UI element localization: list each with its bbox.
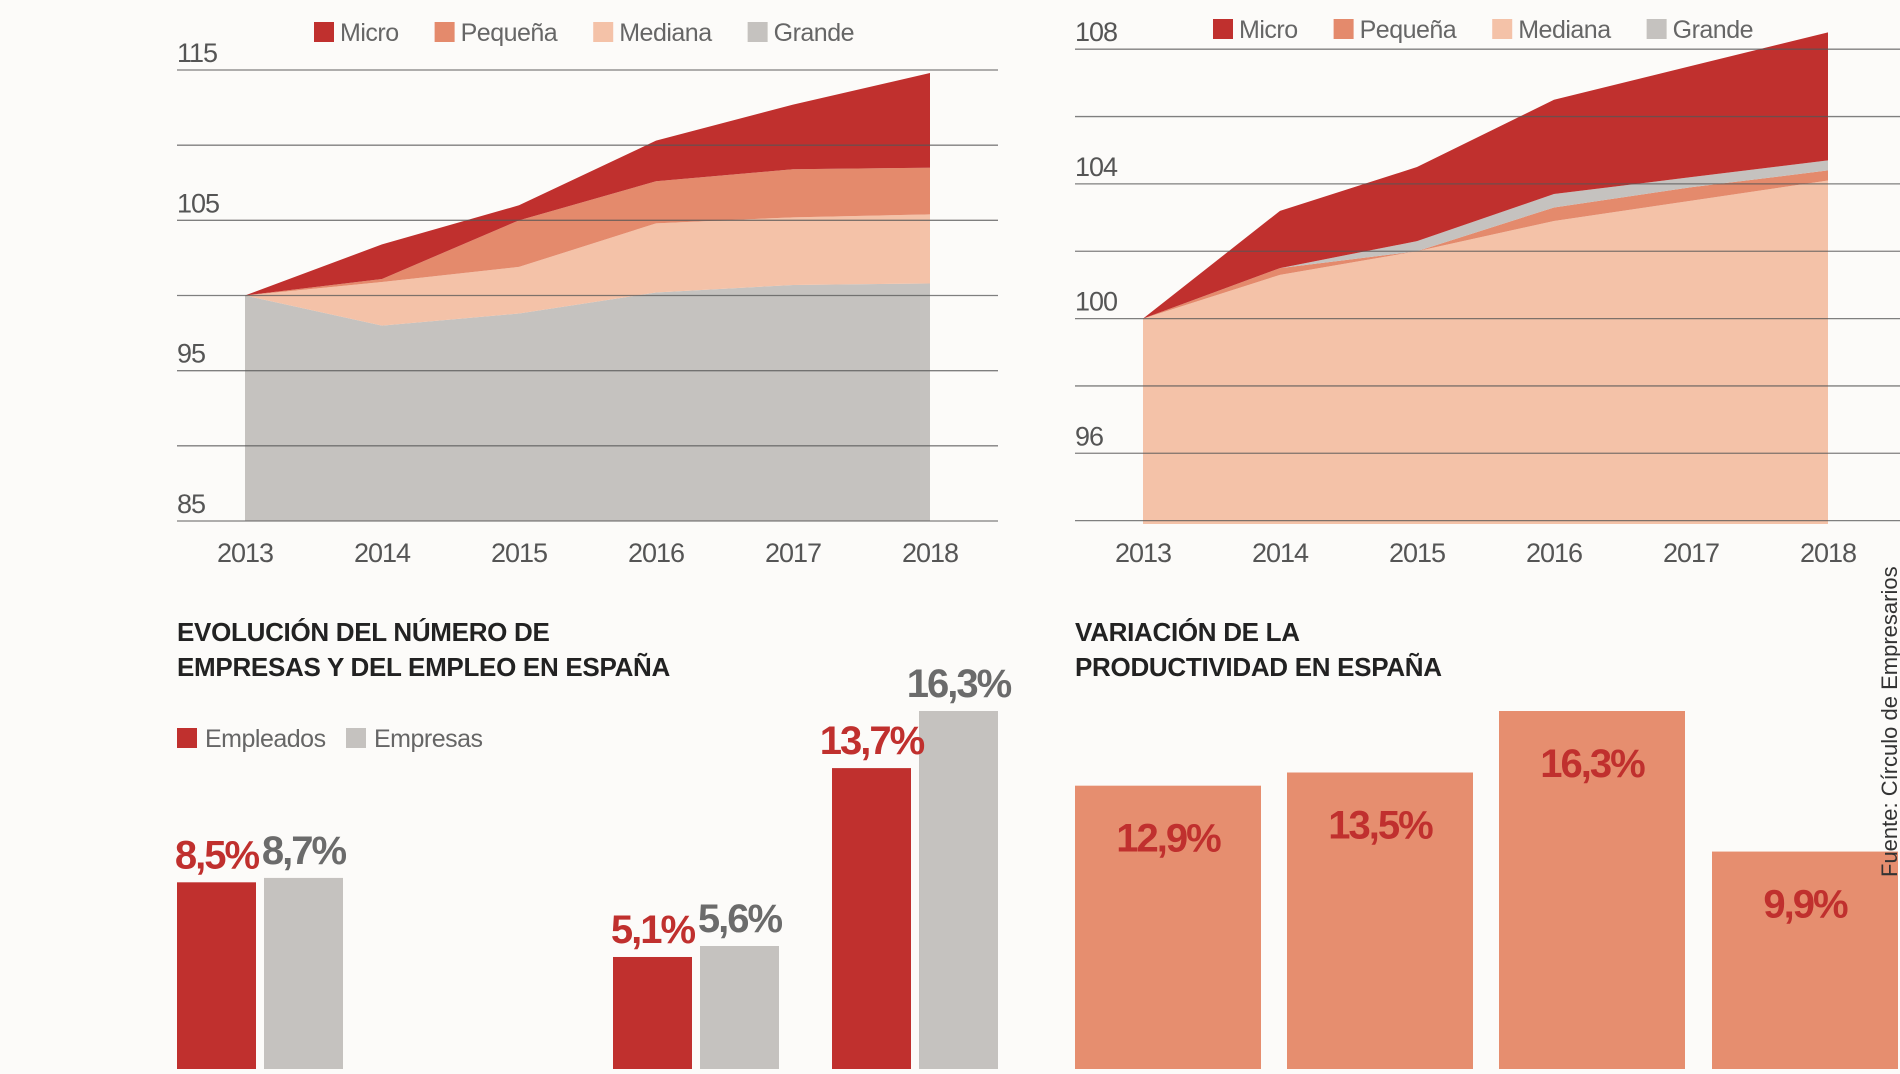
y-tick-label: 108 bbox=[1075, 17, 1117, 47]
bar-empleados bbox=[613, 956, 692, 1069]
x-tick-label: 2014 bbox=[1252, 538, 1309, 568]
legend-label-empleados: Empleados bbox=[205, 725, 326, 753]
chart-b bbox=[1075, 19, 1900, 524]
data-label-productividad: 16,3% bbox=[1540, 742, 1645, 786]
bar-productividad bbox=[1287, 772, 1473, 1069]
legend-label-pequena: Pequeña bbox=[461, 19, 558, 47]
bar-empleados bbox=[832, 768, 911, 1069]
legend-swatch-grande bbox=[1646, 19, 1667, 39]
chart-title: VARIACIÓN DE LA bbox=[1075, 617, 1300, 647]
legend-swatch-empresas bbox=[346, 728, 366, 748]
x-tick-label: 2016 bbox=[1526, 538, 1582, 568]
legend-swatch-micro bbox=[1213, 19, 1233, 39]
bar-productividad bbox=[1075, 785, 1261, 1069]
data-label-productividad: 13,5% bbox=[1328, 803, 1433, 847]
legend-label-grande: Grande bbox=[774, 19, 854, 47]
source-note: Fuente: Círculo de Empresarios bbox=[1877, 566, 1900, 877]
bar-empresas bbox=[919, 711, 998, 1069]
bar-empresas bbox=[264, 877, 343, 1069]
area-grande bbox=[1143, 160, 1828, 319]
chart-a bbox=[177, 22, 998, 522]
y-tick-label: 85 bbox=[177, 489, 205, 519]
data-label-empresas: 16,3% bbox=[907, 662, 1012, 706]
y-tick-label: 115 bbox=[177, 38, 217, 68]
data-label-empleados: 8,5% bbox=[175, 833, 260, 877]
legend-label-micro: Micro bbox=[1239, 16, 1298, 44]
legend-label-empresas: Empresas bbox=[374, 725, 483, 753]
y-tick-label: 105 bbox=[177, 188, 219, 218]
legend-swatch-pequena bbox=[1333, 19, 1354, 39]
data-label-productividad: 12,9% bbox=[1116, 817, 1221, 861]
legend-swatch-empleados bbox=[177, 728, 197, 748]
legend-label-mediana: Mediana bbox=[1518, 16, 1611, 44]
data-label-empresas: 5,6% bbox=[698, 897, 783, 941]
chart-title: EMPRESAS Y DEL EMPLEO EN ESPAÑA bbox=[177, 652, 671, 682]
x-tick-label: 2018 bbox=[902, 538, 958, 568]
x-tick-label: 2017 bbox=[1663, 538, 1719, 568]
x-tick-label: 2018 bbox=[1800, 538, 1856, 568]
x-tick-label: 2013 bbox=[1115, 538, 1171, 568]
legend-swatch-mediana bbox=[593, 22, 614, 42]
bar-productividad bbox=[1499, 711, 1685, 1069]
area-grande bbox=[245, 283, 930, 521]
y-tick-label: 96 bbox=[1075, 421, 1103, 451]
legend-label-grande: Grande bbox=[1673, 16, 1753, 44]
chart-title: EVOLUCIÓN DEL NÚMERO DE bbox=[177, 617, 550, 647]
legend-label-mediana: Mediana bbox=[619, 19, 712, 47]
area-micro bbox=[1143, 32, 1828, 319]
legend-label-micro: Micro bbox=[340, 19, 399, 47]
area-pequena bbox=[1143, 170, 1828, 319]
x-tick-label: 2014 bbox=[354, 538, 411, 568]
data-label-empleados: 13,7% bbox=[820, 719, 925, 763]
y-tick-label: 100 bbox=[1075, 287, 1117, 317]
x-tick-label: 2016 bbox=[628, 538, 684, 568]
chart-d bbox=[1075, 711, 1898, 1069]
legend-swatch-pequena bbox=[434, 22, 455, 42]
data-label-productividad: 9,9% bbox=[1763, 883, 1848, 927]
bar-productividad bbox=[1712, 851, 1898, 1069]
area-mediana bbox=[245, 214, 930, 326]
area-micro bbox=[245, 73, 930, 296]
y-tick-label: 95 bbox=[177, 339, 205, 369]
bar-empleados bbox=[177, 882, 256, 1069]
legend-label-pequena: Pequeña bbox=[1360, 16, 1457, 44]
area-mediana bbox=[1143, 180, 1828, 524]
data-label-empresas: 8,7% bbox=[262, 829, 347, 873]
y-tick-label: 104 bbox=[1075, 152, 1118, 182]
data-label-empleados: 5,1% bbox=[611, 908, 696, 952]
chart-title: PRODUCTIVIDAD EN ESPAÑA bbox=[1075, 652, 1442, 682]
x-tick-label: 2015 bbox=[491, 538, 547, 568]
x-tick-label: 2017 bbox=[765, 538, 821, 568]
x-tick-label: 2015 bbox=[1389, 538, 1445, 568]
legend-swatch-mediana bbox=[1492, 19, 1513, 39]
legend-swatch-micro bbox=[314, 22, 334, 42]
bar-empresas bbox=[700, 946, 779, 1069]
x-tick-label: 2013 bbox=[217, 538, 273, 568]
area-pequena bbox=[245, 167, 930, 296]
legend-swatch-grande bbox=[747, 22, 768, 42]
chart-c bbox=[177, 711, 998, 1069]
